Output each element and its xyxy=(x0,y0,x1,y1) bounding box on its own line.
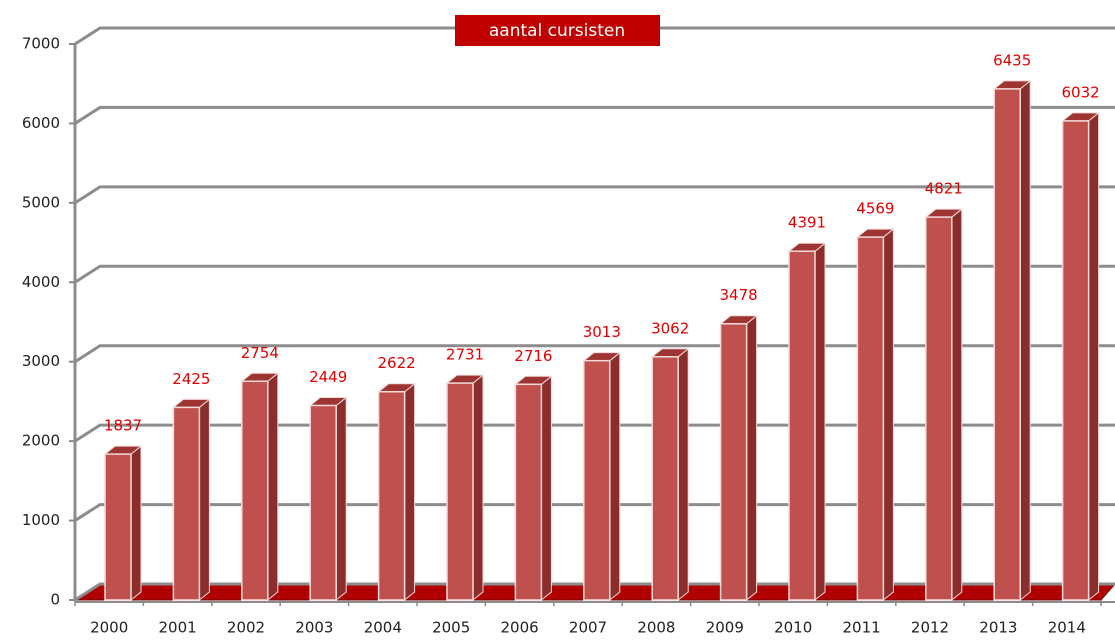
bar xyxy=(651,356,679,601)
value-label: 6435 xyxy=(993,51,1031,69)
bar xyxy=(583,359,611,601)
x-tick-label: 2003 xyxy=(295,619,333,637)
y-tick-label: 0 xyxy=(50,591,60,609)
bar-side xyxy=(1088,111,1100,602)
bar xyxy=(514,383,543,601)
value-label: 1837 xyxy=(104,417,142,435)
x-tick-label: 2001 xyxy=(159,619,197,637)
bar xyxy=(104,453,132,601)
x-tick-label: 2012 xyxy=(911,619,949,637)
x-tick-label: 2014 xyxy=(1048,619,1086,637)
bar-side xyxy=(814,242,826,602)
y-tick-label: 3000 xyxy=(22,352,60,370)
grid-line xyxy=(74,26,1115,46)
x-tick-label: 2013 xyxy=(979,619,1017,637)
bar-side xyxy=(267,372,279,602)
bar xyxy=(788,250,816,601)
y-tick-label: 2000 xyxy=(22,432,60,450)
bar xyxy=(1061,120,1090,601)
value-label: 4569 xyxy=(856,200,894,218)
grid-line xyxy=(74,503,1115,522)
value-label: 3013 xyxy=(583,323,621,341)
grid-line xyxy=(74,423,1115,443)
value-label: 2449 xyxy=(309,368,347,386)
y-tick-label: 1000 xyxy=(22,511,60,529)
value-label: 2754 xyxy=(241,344,279,362)
bar-side xyxy=(951,208,963,602)
bar xyxy=(446,382,474,601)
bar xyxy=(309,404,337,601)
bar xyxy=(719,322,748,601)
bar xyxy=(925,216,953,601)
y-tick-label: 5000 xyxy=(22,193,60,211)
value-label: 6032 xyxy=(1062,83,1100,101)
y-tick-label: 6000 xyxy=(22,114,60,132)
value-label: 3478 xyxy=(720,286,758,304)
x-tick-label: 2007 xyxy=(569,619,607,637)
x-tick-label: 2010 xyxy=(774,619,812,637)
bar xyxy=(241,380,269,601)
value-label: 2622 xyxy=(378,354,416,372)
title-box xyxy=(455,15,660,46)
bar-side xyxy=(1019,79,1031,602)
y-tick-label: 7000 xyxy=(22,35,60,53)
grid-line xyxy=(74,582,1115,602)
x-tick-label: 2000 xyxy=(90,619,128,637)
chart-title: aantal cursisten xyxy=(489,21,625,41)
value-label: 4391 xyxy=(788,214,826,232)
bar xyxy=(377,390,406,601)
value-label: 3062 xyxy=(651,319,689,337)
x-tick-label: 2011 xyxy=(843,619,881,637)
bar-side xyxy=(746,314,758,602)
x-tick-label: 2006 xyxy=(501,619,539,637)
bar-side xyxy=(540,375,552,602)
bar xyxy=(856,236,885,601)
x-tick-label: 2002 xyxy=(227,619,265,637)
value-label: 2731 xyxy=(446,346,484,364)
x-tick-label: 2004 xyxy=(364,619,402,637)
x-tick-label: 2008 xyxy=(637,619,675,637)
x-tick-label: 2005 xyxy=(432,619,470,637)
bar-side xyxy=(404,382,416,602)
y-tick-label: 4000 xyxy=(22,273,60,291)
bar-side xyxy=(130,445,142,602)
value-label: 2425 xyxy=(172,370,210,388)
value-label: 4821 xyxy=(925,180,963,198)
bar-side xyxy=(609,351,621,602)
grid-line xyxy=(74,105,1115,125)
grid-line xyxy=(74,185,1115,205)
grid-line xyxy=(74,264,1115,284)
bar-side xyxy=(198,398,210,602)
grid-line xyxy=(74,344,1115,363)
bar-side xyxy=(472,374,484,602)
bar xyxy=(172,406,201,601)
bar-side xyxy=(335,396,347,602)
bar xyxy=(993,88,1021,601)
value-label: 2716 xyxy=(514,347,552,365)
bar-side xyxy=(882,228,894,602)
x-tick-label: 2009 xyxy=(706,619,744,637)
bar-side xyxy=(677,347,689,602)
